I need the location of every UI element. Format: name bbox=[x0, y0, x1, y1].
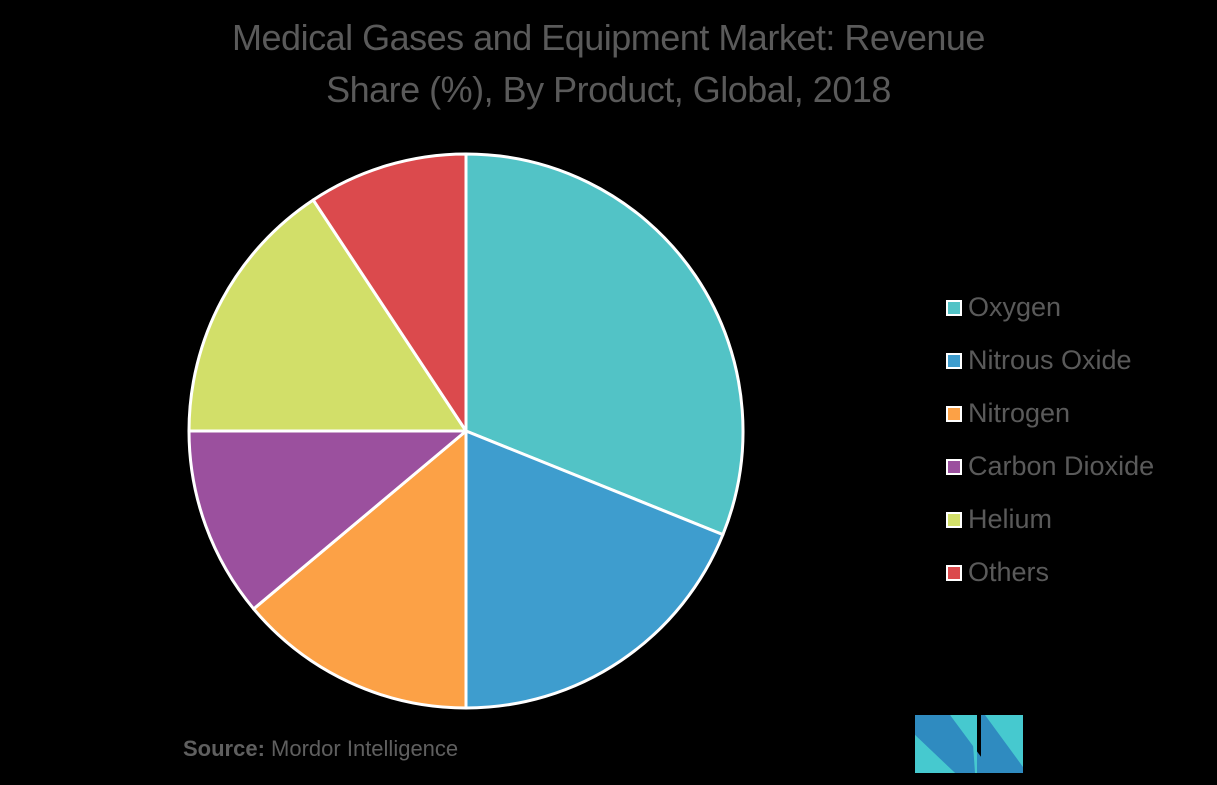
legend-swatch bbox=[946, 352, 962, 369]
pie-slice-nitrous-oxide bbox=[464, 429, 725, 710]
pie-slice-carbon-dioxide bbox=[187, 429, 468, 611]
legend-item-oxygen: Oxygen bbox=[946, 281, 1154, 334]
chart-title-line-1: Medical Gases and Equipment Market: Reve… bbox=[232, 17, 985, 58]
legend-swatch bbox=[946, 564, 962, 581]
legend-label: Helium bbox=[968, 504, 1053, 534]
pie-slice-oxygen bbox=[464, 152, 745, 537]
pie-slice-others bbox=[311, 152, 468, 433]
legend-item-carbon-dioxide: Carbon Dioxide bbox=[946, 440, 1154, 493]
legend-swatch bbox=[946, 299, 962, 316]
mordor-intelligence-logo-icon bbox=[915, 715, 1023, 773]
source-note: Source: Mordor Intelligence bbox=[183, 736, 458, 762]
source-prefix: Source: bbox=[183, 736, 265, 761]
pie-slice-nitrogen bbox=[252, 429, 468, 710]
legend-label: Carbon Dioxide bbox=[968, 451, 1155, 481]
legend-swatch bbox=[946, 405, 962, 422]
legend-item-others: Others bbox=[946, 546, 1154, 599]
pie-slice-helium bbox=[187, 198, 468, 433]
legend-label: Others bbox=[968, 557, 1050, 587]
legend-label: Oxygen bbox=[968, 292, 1062, 322]
chart-legend: Oxygen Nitrous Oxide Nitrogen Carbon Dio… bbox=[946, 281, 1154, 599]
source-name: Mordor Intelligence bbox=[271, 736, 459, 761]
chart-title-line-2: Share (%), By Product, Global, 2018 bbox=[326, 69, 891, 110]
legend-item-helium: Helium bbox=[946, 493, 1154, 546]
legend-item-nitrogen: Nitrogen bbox=[946, 387, 1154, 440]
chart-title: Medical Gases and Equipment Market: Reve… bbox=[0, 12, 1217, 116]
legend-label: Nitrogen bbox=[968, 398, 1071, 428]
legend-item-nitrous-oxide: Nitrous Oxide bbox=[946, 334, 1154, 387]
legend-swatch bbox=[946, 458, 962, 475]
legend-label: Nitrous Oxide bbox=[968, 345, 1132, 375]
legend-swatch bbox=[946, 511, 962, 528]
